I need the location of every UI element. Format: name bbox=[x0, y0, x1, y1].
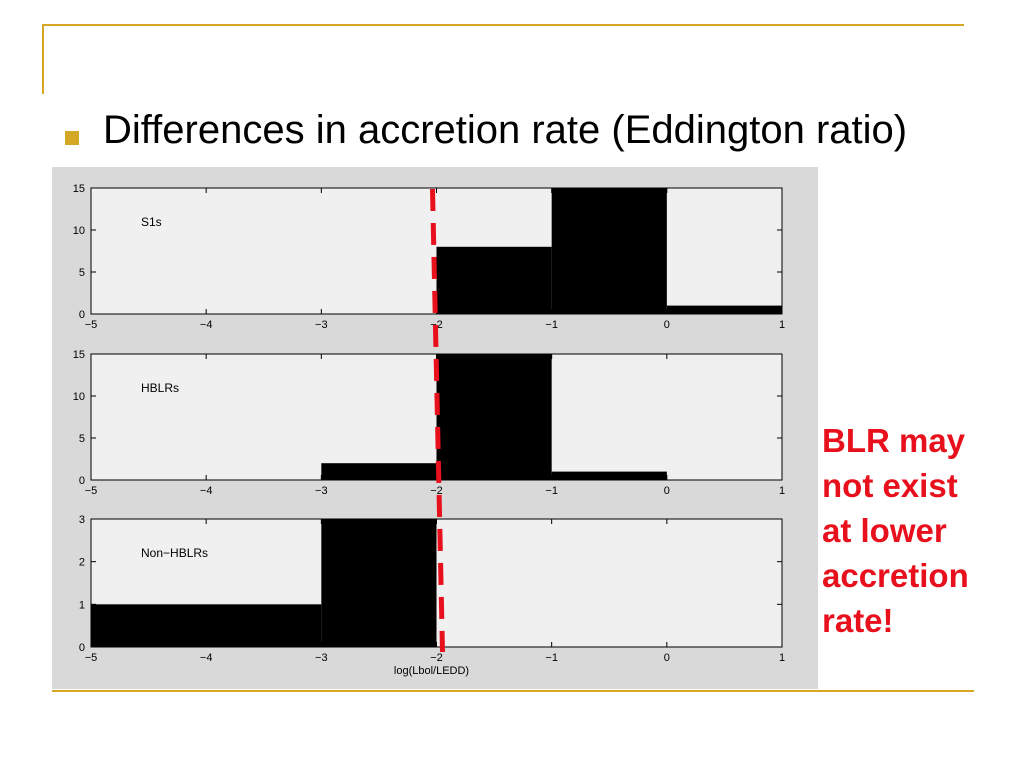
panel-non-hblrs-x-tick-label: 0 bbox=[664, 652, 670, 664]
panel-s1s-bar bbox=[666, 305, 782, 314]
frame-bottom-rule bbox=[52, 690, 974, 692]
panel-non-hblrs-bar bbox=[91, 604, 322, 647]
panel-non-hblrs-x-tick-label: −5 bbox=[85, 652, 98, 664]
panel-s1s-x-tick-label: −4 bbox=[200, 319, 213, 331]
panel-non-hblrs-x-tick-label: −1 bbox=[545, 652, 558, 664]
panel-non-hblrs-y-tick-label: 0 bbox=[79, 642, 85, 654]
histogram-svg: −5−4−3−2−101051015S1s−5−4−3−2−101051015H… bbox=[52, 167, 818, 689]
cutoff-dashed-line bbox=[430, 188, 445, 653]
panel-non-hblrs-x-tick-label: −2 bbox=[430, 652, 443, 664]
panel-hblrs-x-tick-label: 1 bbox=[779, 485, 785, 497]
panel-hblrs-label: HBLRs bbox=[141, 381, 179, 395]
panel-s1s-bar bbox=[551, 188, 667, 314]
panel-s1s-x-tick-label: −3 bbox=[315, 319, 328, 331]
panel-non-hblrs-x-tick-label: −3 bbox=[315, 652, 328, 664]
bullet-square-icon bbox=[65, 131, 79, 145]
annotation-line: at lower bbox=[822, 512, 947, 549]
frame-left-rule bbox=[42, 24, 44, 94]
panel-hblrs-y-tick-label: 0 bbox=[79, 475, 85, 487]
panel-s1s-y-tick-label: 0 bbox=[79, 309, 85, 321]
x-axis-label: log(Lbol/LEDD) bbox=[394, 665, 469, 677]
panel-hblrs-x-tick-label: −3 bbox=[315, 485, 328, 497]
panel-s1s-x-tick-label: −5 bbox=[85, 319, 98, 331]
annotation-line: not exist bbox=[822, 467, 958, 504]
panel-non-hblrs-x-tick-label: −4 bbox=[200, 652, 213, 664]
panel-non-hblrs-y-tick-label: 1 bbox=[79, 599, 85, 611]
annotation-line: accretion bbox=[822, 557, 969, 594]
annotation-line: rate! bbox=[822, 602, 894, 639]
panel-hblrs-y-tick-label: 15 bbox=[73, 349, 85, 361]
slide-heading: Differences in accretion rate (Eddington… bbox=[103, 108, 908, 152]
panel-hblrs-x-tick-label: −1 bbox=[545, 485, 558, 497]
panel-hblrs-y-tick-label: 10 bbox=[73, 391, 85, 403]
panel-s1s-x-tick-label: 1 bbox=[779, 319, 785, 331]
panel-non-hblrs-y-tick-label: 2 bbox=[79, 557, 85, 569]
panel-hblrs-x-tick-label: −4 bbox=[200, 485, 213, 497]
panel-hblrs-x-tick-label: −2 bbox=[430, 485, 443, 497]
panel-hblrs-bar bbox=[436, 354, 552, 480]
panel-hblrs-x-tick-label: 0 bbox=[664, 485, 670, 497]
frame-top-rule bbox=[42, 24, 964, 26]
panel-s1s-y-tick-label: 15 bbox=[73, 183, 85, 195]
annotation-line: BLR may bbox=[822, 422, 966, 459]
panel-hblrs-x-tick-label: −5 bbox=[85, 485, 98, 497]
panel-non-hblrs-label: Non−HBLRs bbox=[141, 546, 208, 560]
panel-non-hblrs-y-tick-label: 3 bbox=[79, 514, 85, 526]
panel-s1s-x-tick-label: 0 bbox=[664, 319, 670, 331]
histogram-figure: −5−4−3−2−101051015S1s−5−4−3−2−101051015H… bbox=[52, 167, 818, 689]
panel-s1s-label: S1s bbox=[141, 215, 162, 229]
panel-s1s-y-tick-label: 10 bbox=[73, 225, 85, 237]
panel-s1s-y-tick-label: 5 bbox=[79, 267, 85, 279]
panel-hblrs-bar bbox=[551, 471, 667, 480]
annotation-text: BLR may not exist at lower accretion rat… bbox=[822, 418, 969, 643]
panel-hblrs-bar bbox=[321, 463, 437, 480]
panel-hblrs-y-tick-label: 5 bbox=[79, 433, 85, 445]
panel-s1s-x-tick-label: −1 bbox=[545, 319, 558, 331]
panel-non-hblrs-x-tick-label: 1 bbox=[779, 652, 785, 664]
panel-s1s-bar bbox=[436, 246, 552, 314]
panel-non-hblrs-bar bbox=[321, 519, 437, 647]
